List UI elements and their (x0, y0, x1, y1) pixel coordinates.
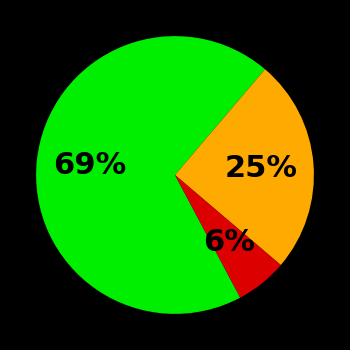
Text: 69%: 69% (53, 151, 126, 180)
Text: 6%: 6% (203, 228, 255, 257)
Wedge shape (175, 69, 314, 265)
Wedge shape (36, 36, 265, 314)
Text: 25%: 25% (224, 154, 298, 183)
Wedge shape (175, 175, 281, 298)
